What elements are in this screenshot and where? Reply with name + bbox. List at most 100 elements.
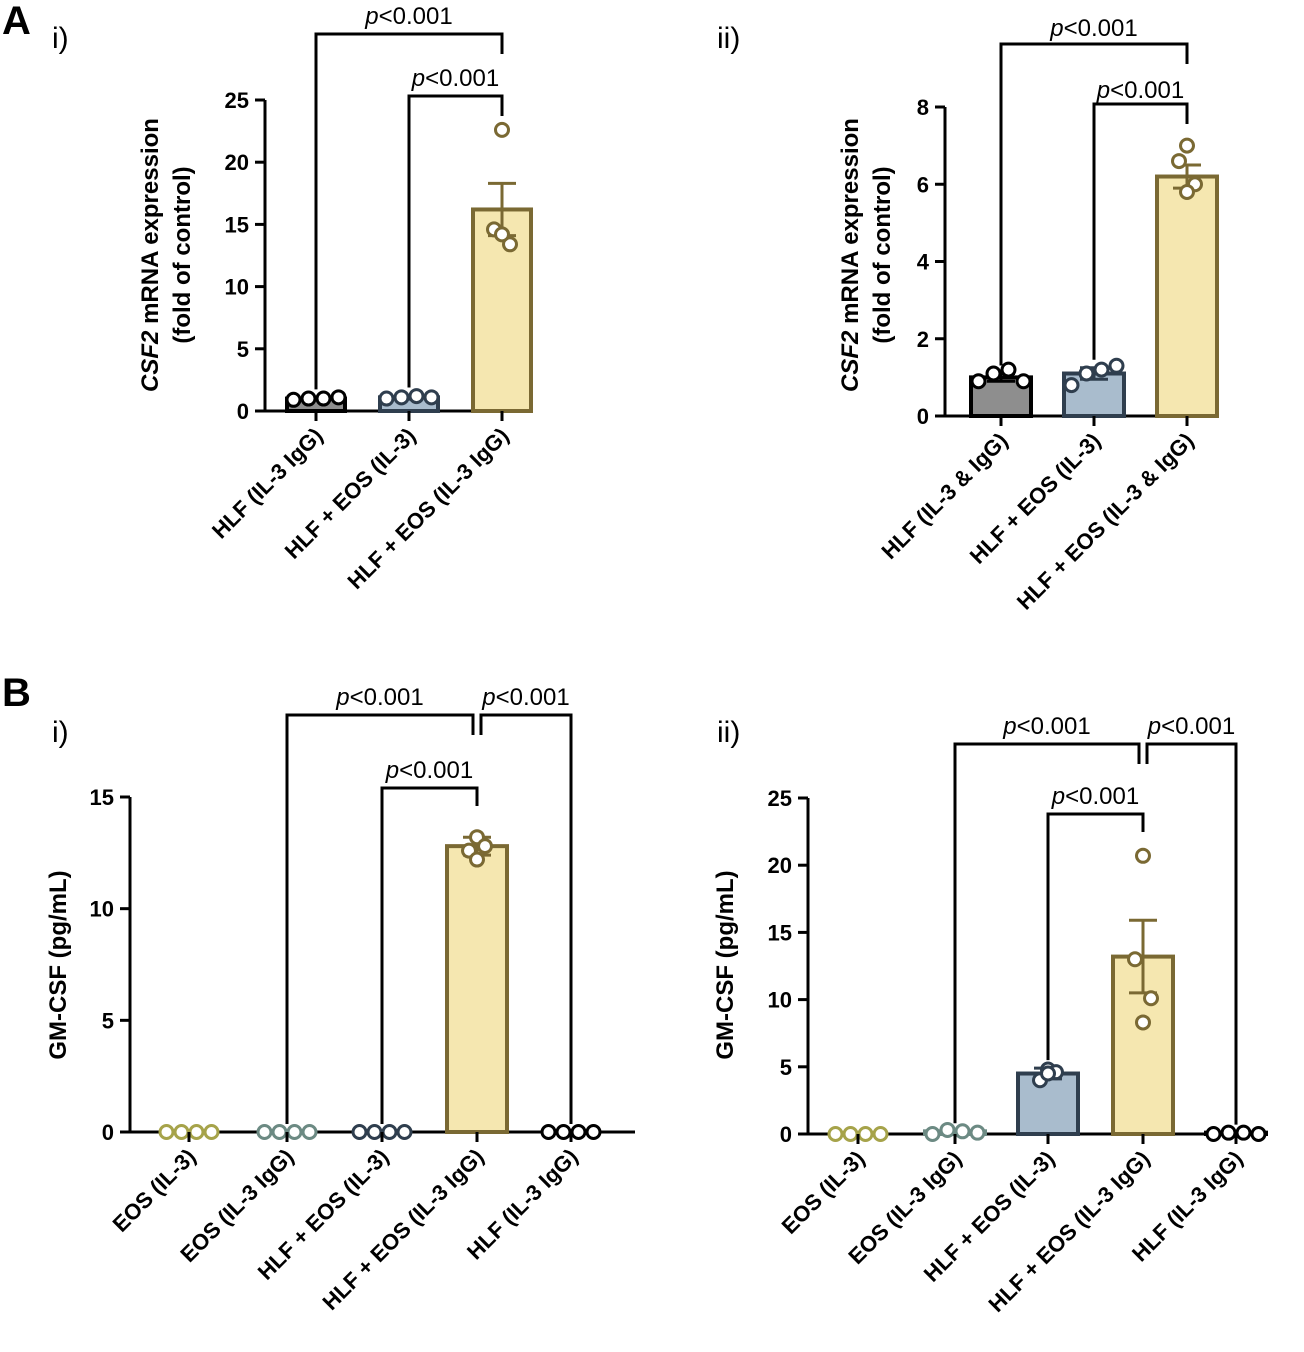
p-value-text: <0.001 xyxy=(496,684,570,711)
chart-a-ii: ii) CSF2 mRNA expression (fold of control)… xyxy=(717,15,1219,615)
plots-layer: i)CSF2 mRNA expression (fold of control)0… xyxy=(45,3,1268,1317)
data-point xyxy=(924,1126,941,1142)
p-value-italic: p xyxy=(1049,15,1063,42)
data-point xyxy=(954,1123,971,1140)
significance-bracket xyxy=(380,786,479,1124)
data-point xyxy=(939,1121,956,1138)
p-value-italic: p xyxy=(481,684,495,711)
y-tick-label: 2 xyxy=(917,327,929,352)
data-point xyxy=(827,1126,844,1142)
data-point xyxy=(423,389,440,406)
y-tick-label: 20 xyxy=(225,150,249,175)
p-value-label: p<0.001 xyxy=(411,65,499,92)
y-tick-label: 5 xyxy=(780,1055,792,1080)
data-point xyxy=(985,365,1002,382)
significance-bracket xyxy=(1092,102,1189,360)
panel-letter-b: B xyxy=(2,671,31,715)
p-value-italic: p xyxy=(335,684,349,711)
y-axis-label-text: GM-CSF (pg/mL) xyxy=(45,870,72,1059)
y-tick-label: 20 xyxy=(768,853,792,878)
data-point xyxy=(570,1124,587,1140)
data-point xyxy=(271,1124,288,1140)
y-tick-label: 0 xyxy=(780,1122,792,1147)
y-axis-label-text: GM-CSF (pg/mL) xyxy=(712,870,739,1059)
x-tick-label: HLF + EOS (IL-3 & IgG) xyxy=(1012,428,1199,615)
subpanel-label: ii) xyxy=(717,22,740,55)
p-value-label: p<0.001 xyxy=(364,3,452,30)
subpanel-label: i) xyxy=(52,716,69,749)
data-point xyxy=(285,391,302,408)
p-value-text: <0.001 xyxy=(1065,783,1139,810)
bar xyxy=(1155,174,1219,418)
data-point xyxy=(969,1124,986,1141)
data-point xyxy=(188,1124,205,1140)
significance-bracket xyxy=(407,94,504,388)
p-value-italic: p xyxy=(364,3,378,30)
data-point xyxy=(1108,357,1125,374)
y-axis-label: GM-CSF (pg/mL) xyxy=(45,870,72,1059)
y-axis-label-line2: (fold of control) xyxy=(869,166,896,343)
data-point xyxy=(300,390,317,407)
p-value-italic: p xyxy=(1147,713,1161,740)
p-value-label: p<0.001 xyxy=(1049,15,1137,42)
data-point xyxy=(1205,1126,1222,1142)
data-point xyxy=(1220,1124,1237,1141)
data-point xyxy=(872,1126,889,1142)
p-value-text: <0.001 xyxy=(350,684,424,711)
y-tick-label: 0 xyxy=(237,399,249,424)
y-tick-label: 10 xyxy=(90,897,114,922)
x-tick-label: EOS (IL-3) xyxy=(108,1144,201,1237)
data-point xyxy=(408,388,425,405)
p-value-italic: p xyxy=(385,757,399,784)
data-point xyxy=(1093,361,1110,378)
y-axis-label: CSF2 mRNA expression xyxy=(837,118,864,392)
data-point xyxy=(1135,1014,1151,1031)
data-point xyxy=(366,1124,383,1140)
data-point xyxy=(256,1124,273,1140)
y-tick-label: 10 xyxy=(225,275,249,300)
p-value-italic: p xyxy=(1051,783,1065,810)
data-point xyxy=(315,390,332,407)
data-point xyxy=(540,1124,557,1140)
data-point xyxy=(351,1124,368,1140)
p-value-text: <0.001 xyxy=(399,757,473,784)
significance-bracket xyxy=(1145,742,1238,1125)
p-value-label: p<0.001 xyxy=(385,757,473,784)
significance-bracket xyxy=(314,32,504,390)
p-value-text: <0.001 xyxy=(1161,713,1235,740)
data-point xyxy=(1135,847,1151,864)
data-point xyxy=(1235,1124,1252,1141)
data-point xyxy=(378,390,395,407)
data-point xyxy=(173,1124,190,1140)
data-point xyxy=(1179,183,1195,200)
data-point xyxy=(494,121,510,138)
p-value-text: <0.001 xyxy=(425,65,499,92)
data-point xyxy=(970,373,987,390)
data-point xyxy=(203,1124,220,1140)
data-point xyxy=(158,1124,175,1140)
p-value-italic: p xyxy=(1096,77,1110,104)
x-tick-label: HLF + EOS (IL-3 IgG) xyxy=(317,1144,488,1315)
p-value-label: p<0.001 xyxy=(335,684,423,711)
y-axis-label-italic: CSF2 xyxy=(137,330,164,392)
data-point xyxy=(502,236,518,253)
bar xyxy=(1016,1071,1080,1137)
data-point xyxy=(857,1126,874,1142)
data-point xyxy=(1063,377,1080,394)
data-point xyxy=(330,389,347,406)
y-tick-label: 25 xyxy=(225,88,249,113)
p-value-text: <0.001 xyxy=(1017,713,1091,740)
p-value-label: p<0.001 xyxy=(1147,713,1235,740)
y-axis-label: GM-CSF (pg/mL) xyxy=(712,870,739,1059)
y-tick-label: 10 xyxy=(768,988,792,1013)
bar xyxy=(445,844,509,1135)
p-value-italic: p xyxy=(1002,713,1016,740)
data-point xyxy=(381,1124,398,1140)
data-point xyxy=(1179,137,1195,154)
y-axis-label-line2: (fold of control) xyxy=(169,166,196,343)
y-axis-label: CSF2 mRNA expression xyxy=(137,118,164,392)
y-tick-label: 0 xyxy=(917,404,929,429)
bar xyxy=(471,207,533,413)
data-point xyxy=(1078,365,1095,382)
subpanel-label: ii) xyxy=(717,716,740,749)
